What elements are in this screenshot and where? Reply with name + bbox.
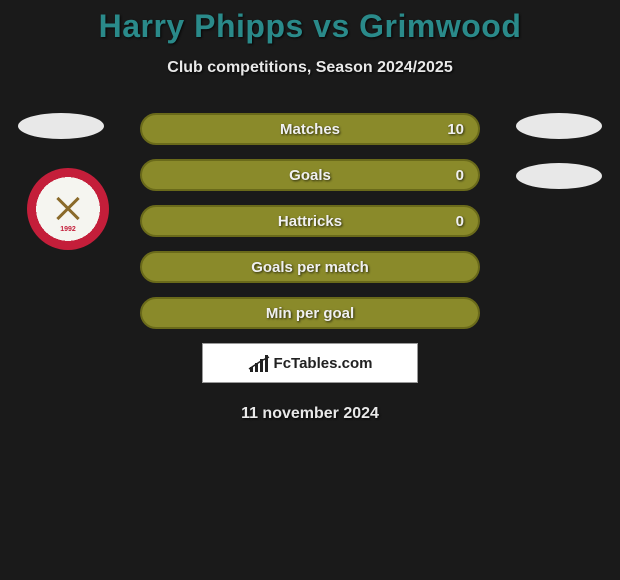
stat-row-goals: Goals 0: [140, 159, 480, 191]
brand-box[interactable]: FcTables.com: [202, 343, 418, 383]
date-line: 11 november 2024: [0, 405, 620, 423]
badge-year: 1992: [46, 226, 90, 233]
stat-label: Goals: [289, 167, 331, 184]
stat-label: Min per goal: [266, 305, 354, 322]
club-badge: 1992: [27, 168, 109, 250]
player-right-placeholder-2: [516, 163, 602, 189]
stat-rows: Matches 10 Goals 0 Hattricks 0 Goals per…: [140, 113, 480, 329]
stat-row-hattricks: Hattricks 0: [140, 205, 480, 237]
comparison-card: Harry Phipps vs Grimwood Club competitio…: [0, 0, 620, 423]
stat-label: Hattricks: [278, 213, 342, 230]
stat-row-matches: Matches 10: [140, 113, 480, 145]
page-title: Harry Phipps vs Grimwood: [0, 8, 620, 45]
player-right-placeholder-1: [516, 113, 602, 139]
stat-value: 0: [456, 167, 464, 184]
stat-label: Goals per match: [251, 259, 369, 276]
brand-text: FcTables.com: [274, 355, 373, 372]
stat-value: 0: [456, 213, 464, 230]
stat-row-goals-per-match: Goals per match: [140, 251, 480, 283]
subtitle: Club competitions, Season 2024/2025: [0, 59, 620, 77]
stat-label: Matches: [280, 121, 340, 138]
player-left-placeholder: [18, 113, 104, 139]
stats-area: 1992 Matches 10 Goals 0 Hattricks 0 Goal…: [0, 113, 620, 423]
stat-value: 10: [447, 121, 464, 138]
chart-icon: [248, 354, 270, 372]
stat-row-min-per-goal: Min per goal: [140, 297, 480, 329]
